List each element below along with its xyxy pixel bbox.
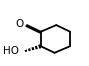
Text: HO: HO bbox=[3, 46, 19, 56]
Text: O: O bbox=[16, 19, 24, 29]
